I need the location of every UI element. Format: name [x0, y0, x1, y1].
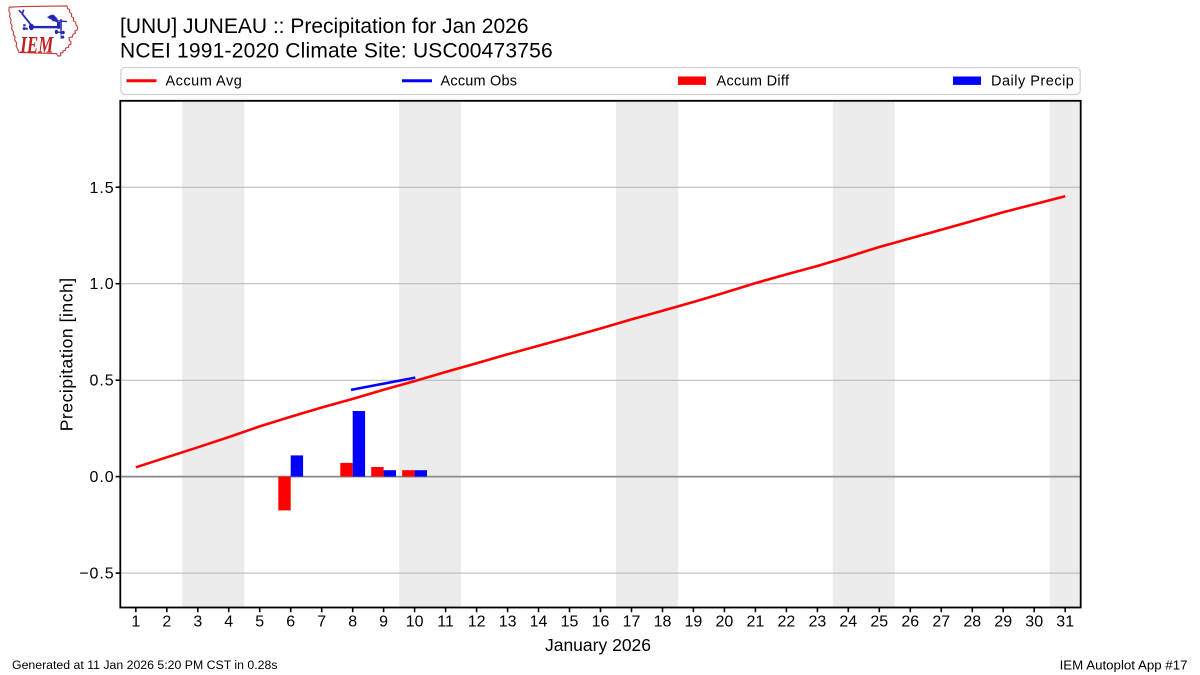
svg-text:8: 8 [348, 614, 357, 631]
svg-text:5: 5 [255, 614, 264, 631]
svg-text:2: 2 [162, 614, 171, 631]
svg-text:IEM Autoplot App #17: IEM Autoplot App #17 [1060, 658, 1188, 673]
svg-text:[UNU] JUNEAU :: Precipitation: [UNU] JUNEAU :: Precipitation for Jan 20… [120, 15, 529, 38]
svg-text:9: 9 [379, 614, 388, 631]
svg-text:16: 16 [592, 614, 610, 631]
svg-text:29: 29 [994, 614, 1012, 631]
svg-text:19: 19 [685, 614, 703, 631]
svg-text:25: 25 [870, 614, 888, 631]
svg-text:0.5: 0.5 [90, 373, 115, 390]
svg-text:−0.5: −0.5 [79, 566, 114, 583]
svg-text:4: 4 [224, 614, 233, 631]
svg-text:3: 3 [193, 614, 202, 631]
svg-text:15: 15 [561, 614, 579, 631]
svg-text:10: 10 [406, 614, 424, 631]
svg-text:26: 26 [901, 614, 919, 631]
svg-text:January 2026: January 2026 [545, 635, 651, 655]
svg-text:28: 28 [963, 614, 981, 631]
svg-text:22: 22 [778, 614, 796, 631]
svg-text:1.0: 1.0 [90, 276, 115, 293]
svg-text:Generated at 11 Jan 2026 5:20: Generated at 11 Jan 2026 5:20 PM CST in … [12, 658, 277, 672]
svg-text:20: 20 [716, 614, 734, 631]
svg-text:12: 12 [468, 614, 486, 631]
svg-text:11: 11 [437, 614, 454, 631]
svg-text:21: 21 [747, 614, 765, 631]
svg-text:18: 18 [654, 614, 672, 631]
svg-text:Daily Precip: Daily Precip [991, 74, 1074, 90]
svg-text:1.5: 1.5 [90, 180, 115, 197]
svg-text:27: 27 [932, 614, 950, 631]
svg-text:14: 14 [530, 614, 548, 631]
svg-text:24: 24 [839, 614, 857, 631]
svg-text:NCEI 1991-2020 Climate Site: U: NCEI 1991-2020 Climate Site: USC00473756 [120, 40, 553, 63]
svg-text:Accum Diff: Accum Diff [717, 74, 791, 90]
svg-text:13: 13 [499, 614, 517, 631]
svg-text:6: 6 [286, 614, 295, 631]
svg-text:0.0: 0.0 [90, 469, 115, 486]
svg-text:IEM: IEM [20, 32, 55, 57]
svg-text:23: 23 [809, 614, 827, 631]
svg-text:1: 1 [131, 614, 140, 631]
svg-text:30: 30 [1025, 614, 1043, 631]
svg-text:17: 17 [623, 614, 641, 631]
svg-text:Accum Avg: Accum Avg [166, 74, 243, 90]
svg-text:31: 31 [1056, 614, 1074, 631]
svg-text:Accum Obs: Accum Obs [441, 74, 518, 90]
svg-text:Precipitation [inch]: Precipitation [inch] [57, 277, 77, 431]
svg-text:7: 7 [317, 614, 326, 631]
